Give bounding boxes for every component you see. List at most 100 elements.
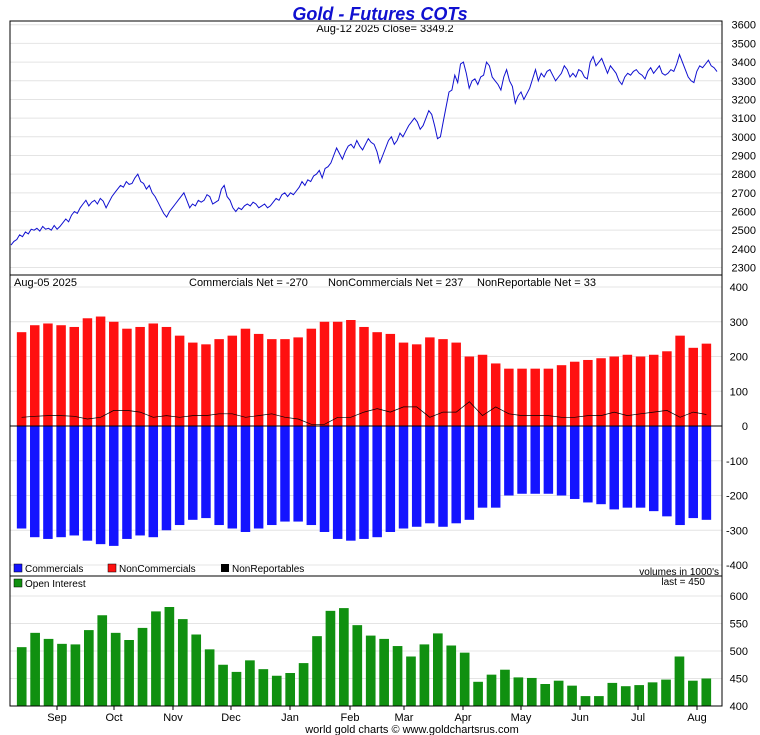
positions-date: Aug-05 2025 <box>14 277 77 289</box>
noncommercials-bar <box>306 328 317 426</box>
commercials-bar <box>504 426 514 496</box>
commercials-net: Commercials Net = -270 <box>189 277 308 289</box>
price-tick-label: 3100 <box>732 113 756 125</box>
commercials-bar <box>161 426 172 531</box>
price-panel: 2300 2400 2500 2600 2700 2800 2900 3000 3100 3200… <box>9 20 756 276</box>
noncommercials-bar <box>346 320 356 426</box>
commercials-bar <box>451 426 461 524</box>
oi-tick-label: 500 <box>730 646 748 658</box>
open-interest-bar <box>567 685 577 706</box>
noncommercials-bar <box>332 321 343 426</box>
legend-swatch-open-interest <box>13 578 23 588</box>
open-interest-bar <box>580 696 591 706</box>
open-interest-bar <box>164 607 175 706</box>
commercials-bar <box>122 426 132 539</box>
noncommercials-bar <box>635 356 646 426</box>
x-tick-label: Dec <box>221 712 241 724</box>
oi-tick-label: 600 <box>730 591 748 603</box>
noncommercials-bar <box>622 354 633 426</box>
commercials-bar <box>56 426 66 538</box>
noncommercials-bar <box>504 368 514 426</box>
nonreportable-net: NonReportable Net = 33 <box>477 277 596 289</box>
legend-swatch-commercials <box>13 563 23 573</box>
noncommercials-bar <box>227 335 238 426</box>
open-interest-bar <box>526 677 537 706</box>
commercials-bar <box>346 426 356 541</box>
price-panel-frame <box>9 20 723 276</box>
commercials-bar <box>188 426 198 520</box>
commercials-bar <box>556 426 567 496</box>
commercials-bar <box>701 426 712 520</box>
noncommercials-bar <box>214 339 224 426</box>
chart-title: Gold - Futures COTs <box>292 4 467 24</box>
noncommercials-bar <box>188 342 198 426</box>
noncommercials-bar <box>280 339 290 426</box>
positions-tick-label: -400 <box>726 560 748 572</box>
open-interest-bar <box>204 649 215 706</box>
noncommercials-bar <box>95 316 106 426</box>
open-interest-bar <box>540 684 551 706</box>
noncommercials-bar <box>109 321 119 426</box>
open-interest-bar <box>83 630 94 706</box>
commercials-bar <box>609 426 619 510</box>
noncommercials-bar <box>411 344 422 426</box>
legend-swatch-nonreportables <box>221 564 229 572</box>
open-interest-bar <box>271 675 282 706</box>
x-tick-label: Jul <box>631 712 645 724</box>
commercials-bar <box>201 426 211 519</box>
noncommercials-bar <box>122 328 132 426</box>
price-tick-label: 3200 <box>732 94 756 106</box>
x-tick-label: Mar <box>395 712 414 724</box>
noncommercials-bar <box>583 359 593 426</box>
open-interest-bar <box>432 633 443 706</box>
commercials-bar <box>267 426 277 526</box>
positions-panel: -400 -300 -200 -100 0 100 200 300 400 Aug-05 202… <box>9 274 748 578</box>
commercials-bar <box>69 426 80 536</box>
open-interest-bar <box>43 638 54 706</box>
noncommercials-bar <box>16 332 27 426</box>
price-tick-label: 2900 <box>732 150 756 162</box>
positions-tick-label: 100 <box>730 386 748 398</box>
open-interest-bar <box>258 669 269 706</box>
open-interest-bar <box>594 696 604 706</box>
positions-legend: Commercials NonCommercials NonReportable… <box>13 563 304 575</box>
noncommercials-bar <box>161 326 172 426</box>
noncommercials-bar <box>135 326 145 426</box>
open-interest-bar <box>379 638 389 706</box>
noncommercials-bar <box>556 365 567 426</box>
positions-tick-label: 0 <box>742 421 748 433</box>
open-interest-bar <box>191 634 202 706</box>
price-tick-label: 2300 <box>732 263 756 275</box>
noncommercials-bar <box>148 323 159 426</box>
commercials-bar <box>596 426 606 505</box>
open-interest-bar <box>110 632 121 706</box>
noncommercials-bar <box>372 332 382 426</box>
open-interest-bar <box>701 678 712 706</box>
noncommercials-net: NonCommercials Net = 237 <box>328 277 463 289</box>
commercials-bar <box>359 426 369 539</box>
commercials-bar <box>372 426 382 538</box>
commercials-bar <box>517 426 527 494</box>
price-tick-label: 2500 <box>732 225 756 237</box>
open-interest-bar <box>137 627 148 706</box>
open-interest-bar <box>30 632 40 706</box>
open-interest-bar <box>419 644 430 706</box>
noncommercials-bar <box>438 339 448 426</box>
noncommercials-bar <box>596 358 606 426</box>
open-interest-bar <box>231 671 242 706</box>
open-interest-bar <box>500 669 510 706</box>
commercials-bar <box>569 426 580 499</box>
x-tick-label: Apr <box>454 712 471 724</box>
commercials-bar <box>306 426 317 526</box>
open-interest-bar <box>97 615 108 706</box>
commercials-bar <box>398 426 409 529</box>
positions-tick-label: 400 <box>730 282 748 294</box>
noncommercials-bar <box>477 354 488 426</box>
open-interest-bar <box>124 640 134 706</box>
noncommercials-bar <box>464 356 475 426</box>
open-interest-bar <box>446 645 457 706</box>
noncommercials-bar <box>82 318 93 426</box>
noncommercials-bar <box>675 335 685 426</box>
price-tick-label: 2700 <box>732 188 756 200</box>
commercials-bar <box>253 426 264 529</box>
